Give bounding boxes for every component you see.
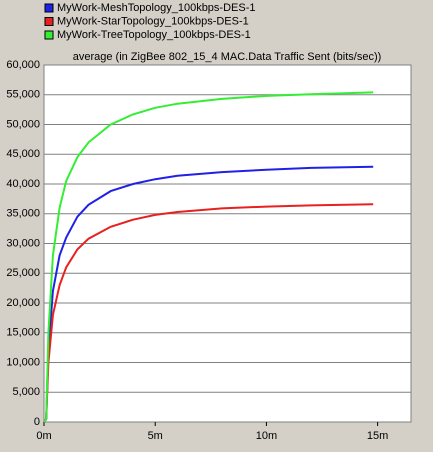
y-tick-label: 10,000 <box>6 356 40 368</box>
x-tick-label: 15m <box>367 430 388 442</box>
x-tick-label: 5m <box>148 430 163 442</box>
y-tick-label: 25,000 <box>6 267 40 279</box>
legend-label: MyWork-StarTopology_100kbps-DES-1 <box>57 15 249 27</box>
y-tick-label: 0 <box>34 416 40 428</box>
series-line <box>43 91 374 423</box>
y-tick-label: 45,000 <box>6 148 40 160</box>
y-tick-label: 20,000 <box>6 297 40 309</box>
x-tick-label: 0m <box>36 430 51 442</box>
y-tick-label: 35,000 <box>6 208 40 220</box>
series-line <box>43 165 374 423</box>
x-tick-label: 10m <box>256 430 277 442</box>
y-tick-label: 40,000 <box>6 178 40 190</box>
y-tick-label: 55,000 <box>6 89 40 101</box>
y-tick-label: 5,000 <box>12 386 40 398</box>
legend-swatch <box>44 17 54 26</box>
y-tick-label: 60,000 <box>6 59 40 71</box>
legend-label: MyWork-MeshTopology_100kbps-DES-1 <box>57 2 256 14</box>
legend-label: MyWork-TreeTopology_100kbps-DES-1 <box>57 29 251 41</box>
legend-swatch <box>44 3 54 13</box>
y-tick-label: 15,000 <box>6 327 40 339</box>
chart-title: average (in ZigBee 802_15_4 MAC.Data Tra… <box>73 51 382 63</box>
y-tick-label: 50,000 <box>6 118 40 130</box>
y-tick-label: 30,000 <box>6 237 40 249</box>
series-line <box>43 203 374 423</box>
legend-swatch <box>44 30 54 40</box>
